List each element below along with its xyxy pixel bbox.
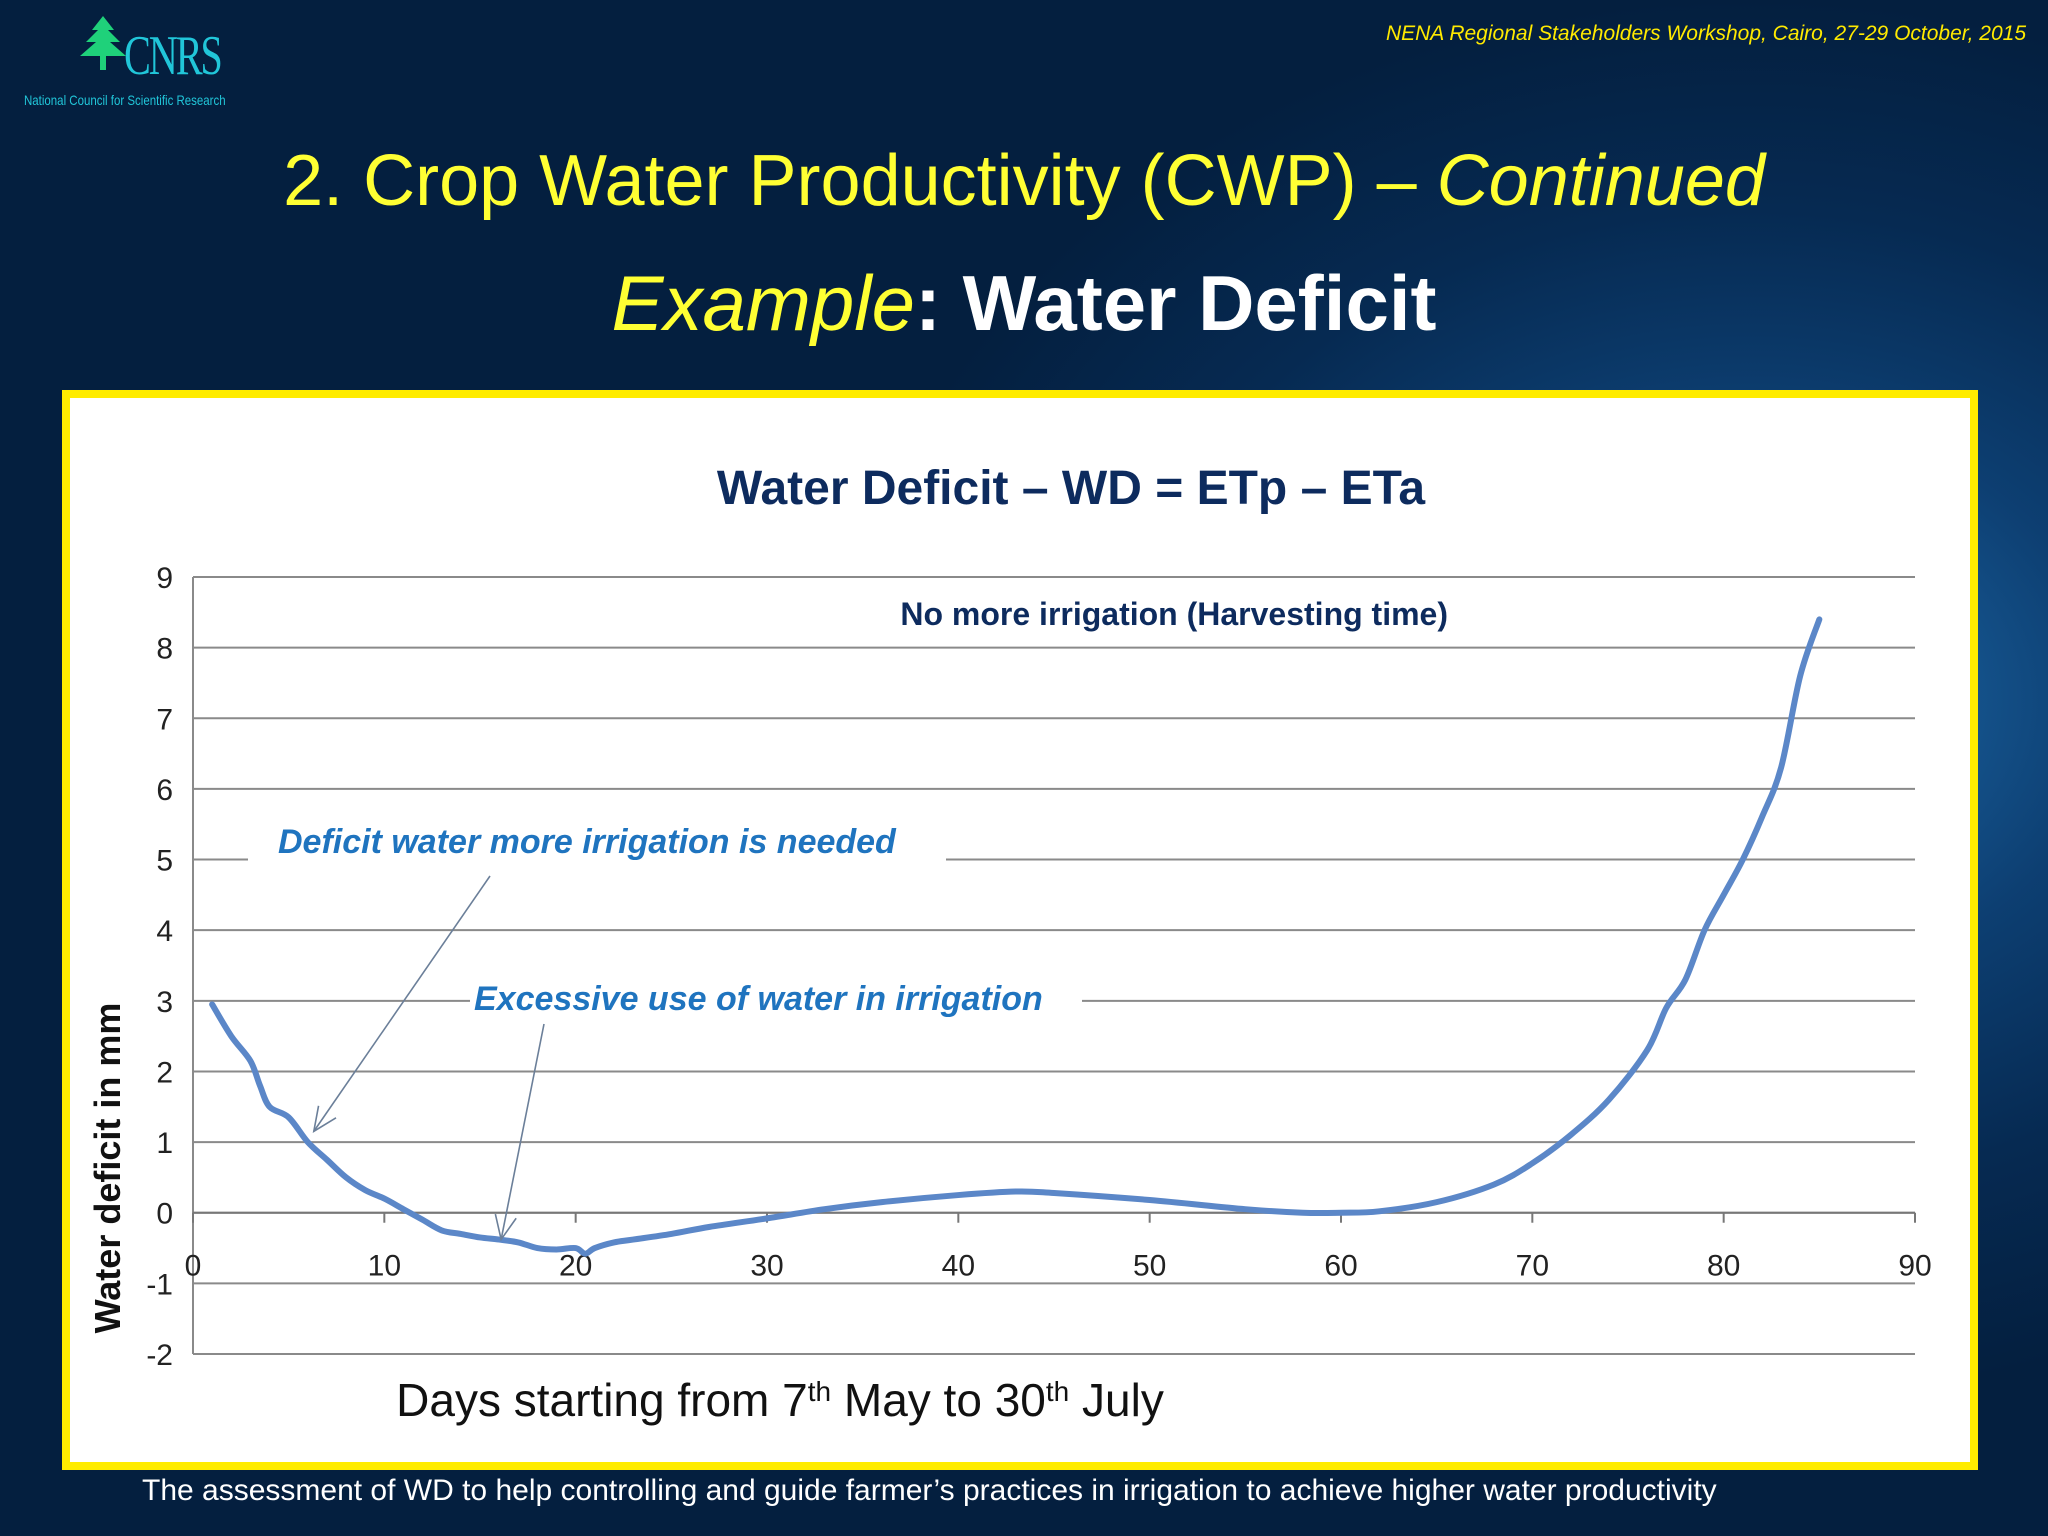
y-tick-label: -2: [146, 1339, 173, 1372]
y-tick-label: 9: [156, 562, 173, 595]
arrow-excessive-shaft: [500, 1023, 545, 1240]
slide-title-continued: Continued: [1436, 141, 1765, 221]
x-tick-label: 90: [1898, 1250, 1931, 1283]
y-tick-label: 8: [156, 633, 173, 666]
annotation-backdrop-deficit: [248, 838, 946, 888]
x-axis-label-sup2: th: [1046, 1376, 1069, 1407]
annotation-arrows: [312, 875, 545, 1242]
chart-title: Water Deficit – WD = ETp – ETa: [717, 462, 1425, 515]
x-axis-label-mid: May to 30: [831, 1374, 1046, 1426]
x-tick-label: 60: [1324, 1250, 1357, 1283]
x-axis-label-post: July: [1069, 1374, 1164, 1426]
x-axis-label: Days starting from 7th May to 30th July: [396, 1374, 1164, 1426]
y-tick-label: 1: [156, 1127, 173, 1160]
x-tick-label: 50: [1133, 1250, 1166, 1283]
cedar-tree-icon: [80, 16, 126, 70]
x-tick-label: 40: [942, 1250, 975, 1283]
slide-subtitle: Example: Water Deficit: [0, 258, 2048, 349]
y-tick-label: 7: [156, 703, 173, 736]
arrow-excessive-head: [494, 1213, 517, 1242]
annotation-backdrop-excessive: [470, 988, 1082, 1038]
x-tick-label: 70: [1516, 1250, 1549, 1283]
series-line-water-deficit: [209, 616, 1823, 1257]
x-axis-label-sup1: th: [808, 1376, 831, 1407]
logo-wordmark: CNRS: [124, 25, 223, 87]
y-axis-label: Water deficit in mm: [87, 1003, 128, 1334]
workshop-caption: NENA Regional Stakeholders Workshop, Cai…: [1385, 22, 2026, 45]
x-axis-label-pre: Days starting from 7: [396, 1374, 808, 1426]
y-tick-label: 2: [156, 1056, 173, 1089]
slide-footer-note: The assessment of WD to help controlling…: [142, 1474, 1717, 1507]
y-tick-label: 0: [156, 1198, 173, 1231]
subtitle-topic: : Water Deficit: [914, 259, 1437, 347]
x-tick-label: 0: [185, 1250, 202, 1283]
annotation-deficit: Deficit water more irrigation is needed: [278, 823, 897, 861]
logo-tagline: National Council for Scientific Research: [24, 92, 226, 108]
chart-panel: -2 -1 0 1 2 3 4 5 6 7 8 9 0 10 20 30 40 50 60 70 80 90 Water …: [62, 390, 1978, 1470]
x-tick-label: 10: [368, 1250, 401, 1283]
slide-title: 2. Crop Water Productivity (CWP) – Conti…: [0, 140, 2048, 222]
chart-axes: [192, 577, 1916, 1354]
chart-gridlines: [193, 576, 1915, 1355]
arrow-deficit-shaft: [313, 875, 491, 1132]
subtitle-example: Example: [611, 259, 915, 347]
arrow-deficit-head: [312, 1105, 337, 1133]
cnrs-logo: CNRS National Council for Scientific Res…: [24, 14, 264, 114]
x-tick-label: 80: [1707, 1250, 1740, 1283]
annotation-harvesting: No more irrigation (Harvesting time): [900, 596, 1448, 632]
y-tick-label: -1: [146, 1268, 173, 1301]
y-tick-label: 4: [156, 915, 173, 948]
y-tick-label: 5: [156, 845, 173, 878]
y-tick-label: 3: [156, 986, 173, 1019]
y-tick-label: 6: [156, 774, 173, 807]
x-tick-label: 30: [750, 1250, 783, 1283]
slide-title-main: 2. Crop Water Productivity (CWP) –: [283, 141, 1437, 221]
annotation-excessive: Excessive use of water in irrigation: [474, 980, 1043, 1018]
